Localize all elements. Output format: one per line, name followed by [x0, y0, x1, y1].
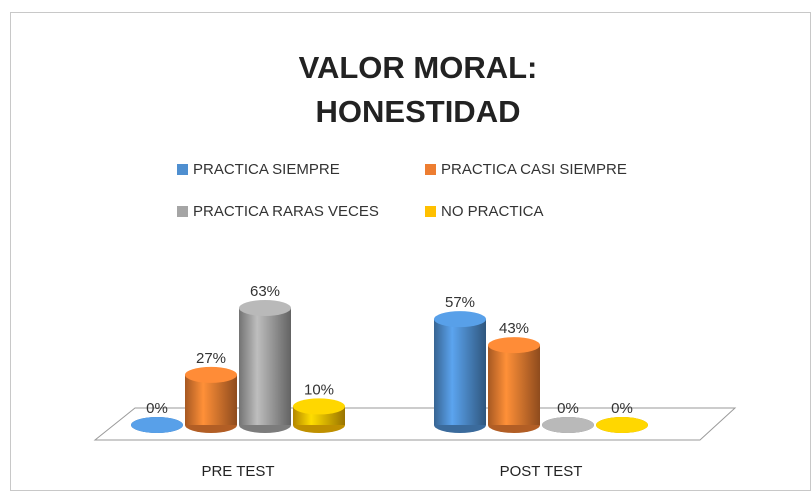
- data-label: 10%: [304, 381, 334, 398]
- cylinder-body: [434, 319, 486, 425]
- legend-swatch: [425, 164, 436, 175]
- cylinder-top: [434, 311, 486, 328]
- cylinder-top: [293, 398, 345, 415]
- data-label: 27%: [196, 350, 226, 367]
- cylinder: [185, 366, 237, 433]
- legend-swatch: [177, 164, 188, 175]
- chart-title: HONESTIDAD: [316, 94, 521, 129]
- cylinder-body: [239, 308, 291, 425]
- x-tick-label: PRE TEST: [201, 463, 274, 480]
- data-label: 0%: [557, 400, 579, 417]
- legend-label: PRACTICA SIEMPRE: [193, 161, 340, 178]
- legend-label: PRACTICA RARAS VECES: [193, 203, 379, 220]
- cylinder: [293, 398, 345, 433]
- cylinder-top: [131, 417, 183, 433]
- data-label: 0%: [611, 400, 633, 417]
- cylinder: [131, 417, 183, 433]
- cylinder-top: [596, 417, 648, 433]
- data-label: 63%: [250, 283, 280, 300]
- data-label: 57%: [445, 294, 475, 311]
- cylinder: [596, 417, 648, 433]
- cylinder-top: [185, 366, 237, 383]
- chart-title: VALOR MORAL:: [299, 50, 538, 85]
- cylinder-body: [488, 345, 540, 425]
- data-label: 43%: [499, 320, 529, 337]
- cylinder: [488, 337, 540, 433]
- legend-swatch: [177, 206, 188, 217]
- data-label: 0%: [146, 400, 168, 417]
- x-tick-label: POST TEST: [500, 463, 583, 480]
- legend-label: NO PRACTICA: [441, 203, 544, 220]
- cylinder-body: [185, 374, 237, 425]
- cylinder-top: [488, 337, 540, 354]
- legend-swatch: [425, 206, 436, 217]
- cylinder-top: [239, 300, 291, 316]
- legend-label: PRACTICA CASI SIEMPRE: [441, 161, 627, 178]
- cylinder: [239, 300, 291, 433]
- cylinder: [542, 417, 594, 433]
- cylinder-top: [542, 417, 594, 433]
- cylinder: [434, 311, 486, 433]
